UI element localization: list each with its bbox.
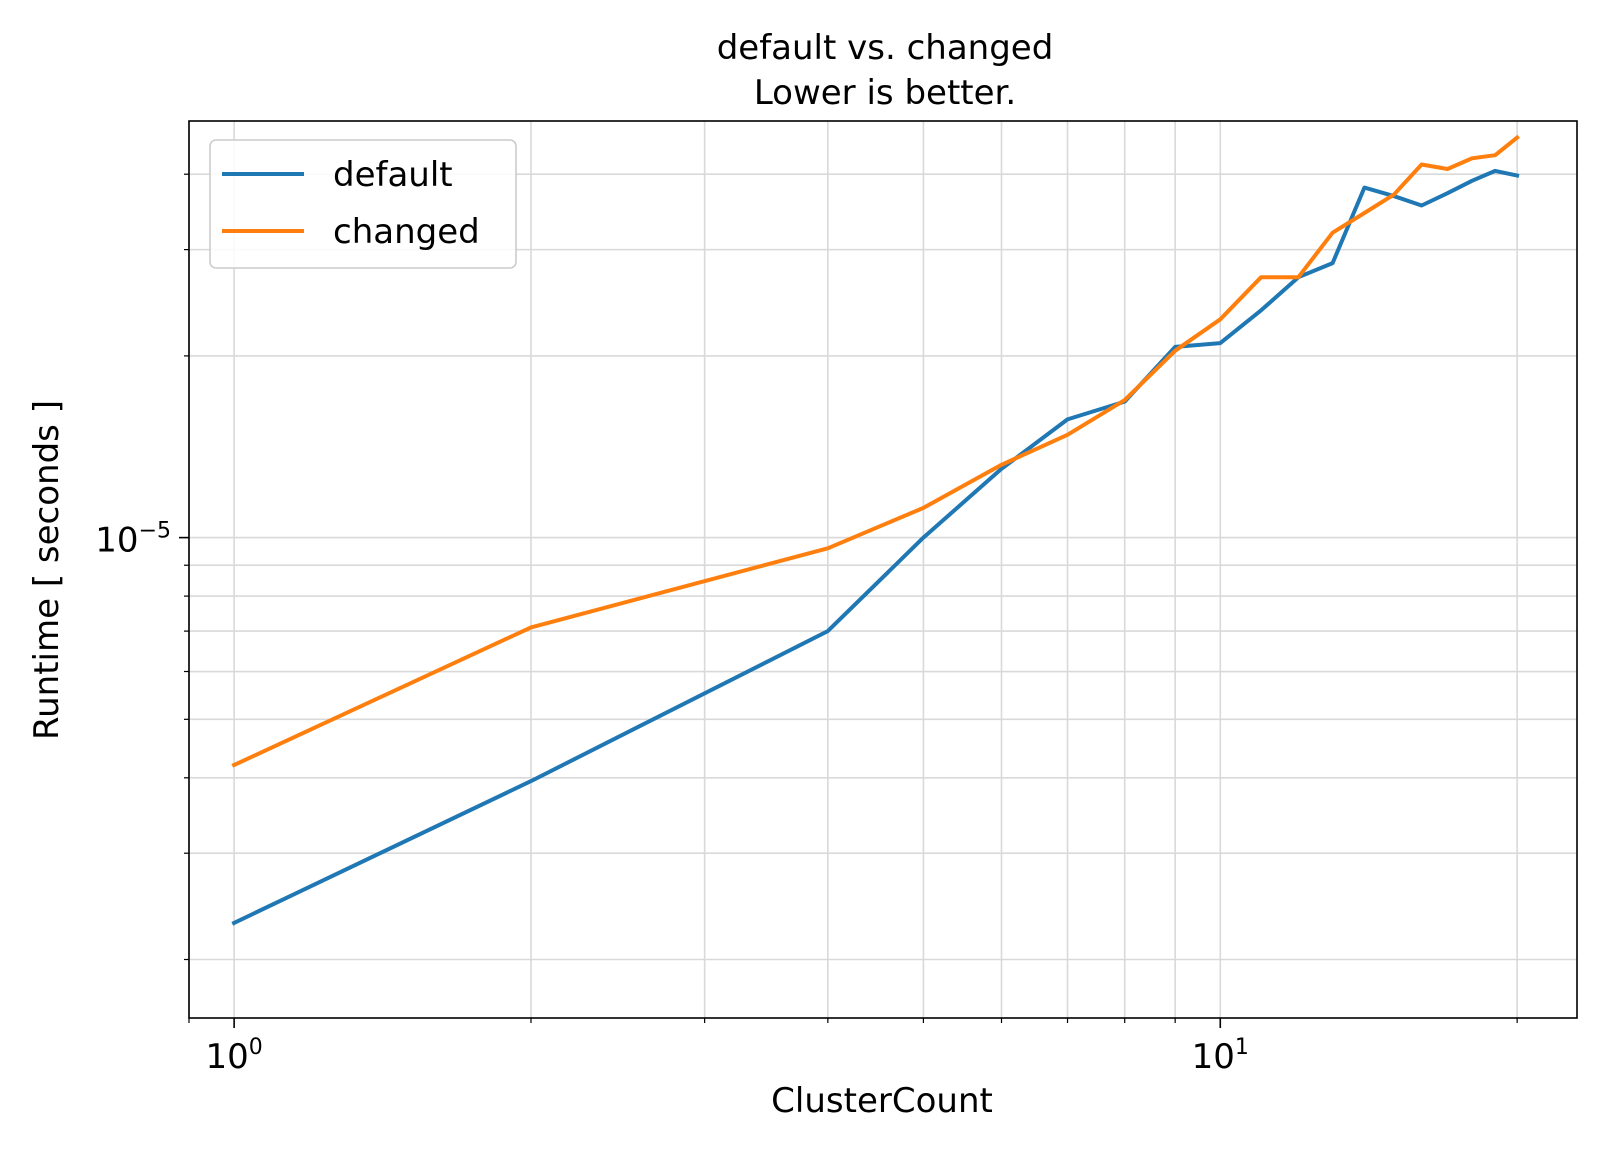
chart-subtitle: Lower is better. bbox=[754, 73, 1016, 113]
x-tick-label: 100 bbox=[205, 1035, 262, 1077]
series-lines bbox=[231, 134, 1520, 926]
grid bbox=[188, 121, 1577, 1018]
axes-frame bbox=[188, 120, 1578, 1019]
legend-label-default: default bbox=[333, 155, 453, 195]
y-tick-label: 10−5 bbox=[95, 519, 171, 561]
series-line-default bbox=[231, 168, 1520, 926]
x-axis-label: ClusterCount bbox=[771, 1081, 993, 1121]
ticks: 100 101 10−5 bbox=[95, 173, 1518, 1077]
x-tick-label: 101 bbox=[1192, 1035, 1249, 1077]
y-axis-label: Runtime [ seconds ] bbox=[27, 400, 67, 740]
series-line-changed bbox=[231, 134, 1520, 768]
legend-label-changed: changed bbox=[333, 212, 480, 252]
chart-title: default vs. changed bbox=[717, 28, 1054, 68]
legend: default changed bbox=[209, 139, 517, 269]
